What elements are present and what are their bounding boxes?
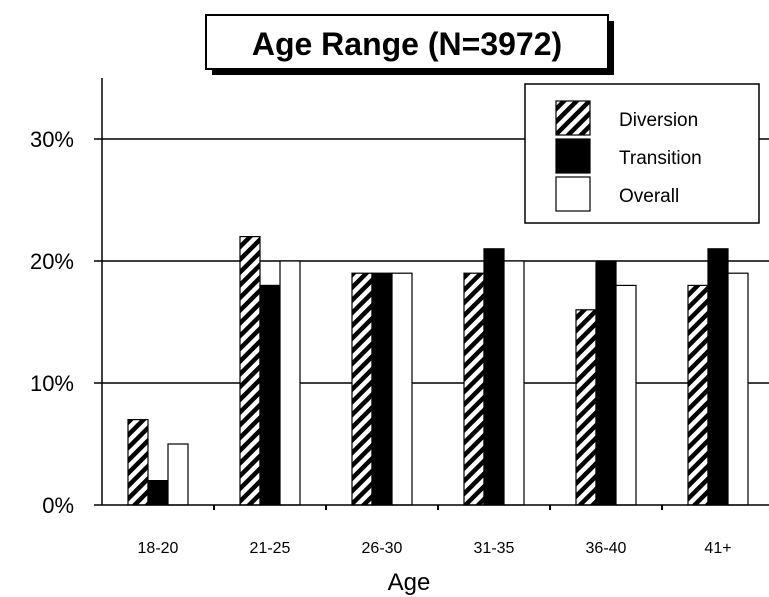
bar-diversion-18-20 xyxy=(127,419,149,506)
bar-overall-31-35 xyxy=(503,260,525,506)
x-tick-label: 26-30 xyxy=(362,540,403,557)
x-axis-label: Age xyxy=(388,569,431,596)
x-tick-label: 36-40 xyxy=(586,540,627,557)
bar-overall-36-40 xyxy=(615,284,637,506)
bar-overall-21-25 xyxy=(279,260,301,506)
legend-swatch-diversion xyxy=(555,100,591,136)
bars xyxy=(127,236,749,506)
y-tick-label: 20% xyxy=(30,249,74,274)
x-tick-label: 21-25 xyxy=(250,540,291,557)
legend-label-transition: Transition xyxy=(619,148,702,169)
x-axis-tick-labels: 18-20 21-25 26-30 31-35 36-40 41+ xyxy=(138,540,732,557)
bar-transition-31-35 xyxy=(483,248,505,506)
x-tick-label: 18-20 xyxy=(138,540,179,557)
bar-diversion-26-30 xyxy=(351,272,373,506)
bar-overall-41+ xyxy=(727,272,749,506)
y-tick-label: 10% xyxy=(30,371,74,396)
chart-title-box: Age Range (N=3972) xyxy=(205,14,614,75)
legend: Diversion Transition Overall xyxy=(524,83,760,224)
bar-transition-41+ xyxy=(707,248,729,506)
bar-transition-26-30 xyxy=(371,272,393,506)
bar-overall-18-20 xyxy=(167,443,189,506)
bar-diversion-31-35 xyxy=(463,272,485,506)
bar-transition-18-20 xyxy=(147,480,169,506)
legend-swatch-overall xyxy=(555,176,591,212)
bar-transition-21-25 xyxy=(259,284,281,506)
title-frame xyxy=(205,14,609,70)
bar-overall-26-30 xyxy=(391,272,413,506)
legend-label-diversion: Diversion xyxy=(619,110,698,131)
y-tick-label: 30% xyxy=(30,127,74,152)
legend-label-overall: Overall xyxy=(619,186,679,207)
chart-title: Age Range (N=3972) xyxy=(252,26,562,62)
legend-swatch-transition xyxy=(555,138,591,174)
x-tick-label: 31-35 xyxy=(474,540,515,557)
y-tick-label: 0% xyxy=(42,493,74,518)
bar-diversion-36-40 xyxy=(575,309,597,506)
y-axis-tick-labels: 0% 10% 20% 30% xyxy=(30,127,74,518)
axes xyxy=(94,78,769,510)
bar-diversion-21-25 xyxy=(239,236,261,506)
bar-diversion-41+ xyxy=(687,284,709,506)
x-tick-label: 41+ xyxy=(704,540,731,557)
bar-transition-36-40 xyxy=(595,260,617,506)
